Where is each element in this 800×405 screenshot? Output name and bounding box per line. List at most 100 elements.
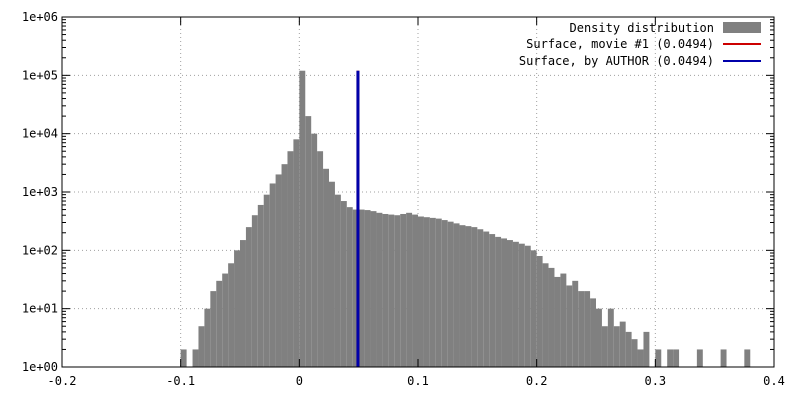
histogram-bar: [234, 250, 240, 367]
histogram-bar: [216, 280, 223, 367]
histogram-bar: [696, 349, 703, 367]
histogram-bar: [340, 201, 347, 367]
histogram-bar: [459, 225, 466, 367]
histogram-bar: [601, 326, 608, 367]
y-tick-label: 1e+05: [22, 68, 58, 82]
histogram-bar: [501, 238, 507, 367]
histogram-bar: [453, 223, 460, 367]
histogram-bar: [269, 183, 276, 367]
histogram-bar: [240, 240, 246, 367]
y-tick-label: 1e+01: [22, 302, 58, 316]
histogram-bar: [400, 213, 407, 367]
histogram-bar: [222, 273, 229, 367]
histogram-bar: [370, 211, 377, 367]
histogram-bar: [412, 214, 418, 367]
histogram-bar: [287, 151, 294, 367]
x-tick-label: 0: [296, 374, 303, 388]
x-axis-tick-labels: -0.2 -0.1 0 0.1 0.2 0.3 0.4: [48, 374, 785, 388]
y-tick-label: 1e+03: [22, 185, 58, 199]
histogram-bar: [572, 280, 579, 367]
histogram-bar: [655, 349, 662, 367]
histogram-bar: [251, 215, 258, 367]
x-tick-label: -0.2: [48, 374, 77, 388]
histogram-bar: [281, 164, 288, 367]
y-axis-tick-labels: 1e+00 1e+01 1e+02 1e+03 1e+04 1e+05 1e+06: [22, 10, 58, 374]
histogram-bar: [471, 227, 478, 367]
legend-label-density: Density distribution: [570, 21, 715, 35]
y-tick-label: 1e+00: [22, 360, 58, 374]
histogram-bar: [673, 349, 680, 367]
histogram-bar: [590, 298, 596, 367]
histogram-bar: [637, 349, 644, 367]
histogram-bar: [536, 255, 543, 367]
histogram-bar: [257, 204, 264, 367]
y-tick-label: 1e+04: [22, 127, 58, 141]
histogram-bar: [406, 212, 413, 367]
histogram-bar: [382, 213, 389, 367]
histogram-bar: [180, 349, 187, 367]
histogram-bar: [483, 231, 490, 367]
histogram-bar: [441, 220, 448, 367]
x-tick-label: 0.3: [644, 374, 666, 388]
histogram-bar: [477, 229, 484, 367]
histogram-bar: [435, 218, 442, 367]
y-tick-label: 1e+06: [22, 10, 58, 24]
histogram-bar: [293, 139, 300, 367]
legend-label-surface-movie: Surface, movie #1 (0.0494): [526, 37, 714, 51]
histogram-bar: [198, 326, 205, 367]
histogram-bar: [263, 194, 270, 367]
histogram-bar: [228, 263, 235, 367]
histogram-bar: [388, 214, 395, 367]
x-tick-label: 0.4: [763, 374, 785, 388]
histogram-bar: [299, 70, 306, 368]
histogram-bar: [429, 217, 436, 367]
histogram-bar: [566, 285, 573, 367]
histogram-bar: [607, 308, 614, 367]
histogram-bar: [548, 267, 555, 367]
histogram-bar: [631, 339, 638, 367]
histogram-bar: [311, 133, 318, 367]
histogram-bar: [643, 331, 650, 367]
x-tick-label: 0.2: [526, 374, 548, 388]
histogram-bars: [180, 70, 751, 368]
histogram-bar: [578, 291, 585, 367]
histogram-bar: [423, 217, 430, 367]
x-tick-label: 0.1: [407, 374, 429, 388]
histogram-bar: [364, 210, 371, 367]
y-tick-label: 1e+02: [22, 243, 58, 257]
histogram-bar: [518, 243, 525, 367]
histogram-bar: [507, 240, 513, 367]
histogram-bar: [584, 291, 591, 367]
histogram-bar: [317, 151, 324, 367]
histogram-bar: [530, 250, 537, 367]
histogram-bar: [554, 276, 561, 367]
histogram-bar: [512, 241, 519, 367]
histogram-bar: [560, 273, 567, 367]
histogram-bar: [542, 263, 549, 367]
histogram-bar: [358, 209, 365, 367]
histogram-bar: [625, 331, 632, 367]
legend-label-surface-author: Surface, by AUTHOR (0.0494): [519, 54, 714, 68]
histogram-bar: [489, 234, 496, 367]
legend: Density distribution Surface, movie #1 (…: [519, 21, 761, 68]
histogram-bar: [495, 236, 502, 367]
histogram-bar: [596, 308, 602, 367]
histogram-bar: [210, 291, 217, 367]
histogram-bar: [352, 209, 359, 367]
histogram-bar: [447, 221, 454, 367]
histogram-bar: [329, 181, 335, 367]
axis-ticks: [61, 16, 775, 368]
histogram-bar: [204, 308, 211, 367]
histogram-bar: [744, 349, 751, 367]
histogram-bar: [245, 227, 252, 367]
histogram-bar: [667, 349, 674, 367]
histogram-bar: [305, 116, 312, 367]
histogram-bar: [323, 168, 329, 367]
histogram-bar: [346, 207, 353, 367]
histogram-bar: [720, 349, 727, 367]
histogram-bar: [613, 326, 620, 367]
histogram-bar: [334, 194, 341, 367]
histogram-bar: [275, 174, 282, 367]
